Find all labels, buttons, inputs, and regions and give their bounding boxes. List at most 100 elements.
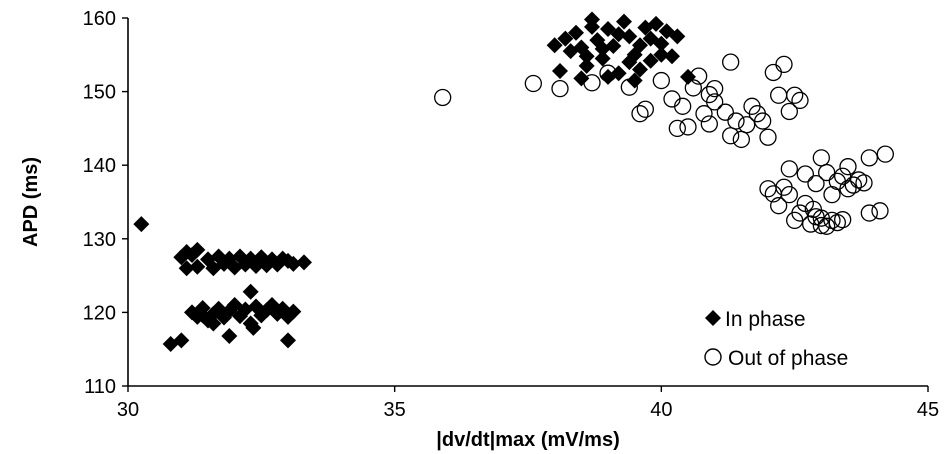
in-phase-point [578,48,595,65]
out-of-phase-point [690,67,708,85]
data-markers [133,11,894,353]
out-of-phase-point [754,112,772,130]
out-of-phase-point [663,90,681,108]
in-phase-point [280,332,296,349]
x-tick-label: 35 [384,399,406,421]
x-axis-title: |dv/dt|max (mV/ms) [436,429,619,451]
out-of-phase-point [770,197,788,215]
in-phase-point [632,61,648,78]
in-phase-point [648,15,664,32]
in-phase-point [557,30,574,47]
out-of-phase-point [631,105,649,123]
in-phase-point [189,241,206,258]
out-of-phase-point [716,103,734,121]
out-of-phase-point [759,128,777,146]
in-phase-point [653,35,670,52]
out-of-phase-point [695,105,713,123]
out-of-phase-point [839,158,857,176]
out-of-phase-point [722,53,740,71]
out-of-phase-point [722,127,740,145]
legend-diamond-icon [705,310,721,326]
out-of-phase-point [860,204,878,222]
legend-circle-icon [704,348,722,366]
out-of-phase-point [812,149,830,167]
in-phase-point [173,332,190,349]
y-tick-label: 110 [84,376,116,398]
out-of-phase-point [828,213,846,232]
out-of-phase-point [871,202,889,220]
in-phase-point [194,307,211,324]
x-axis-ticks: 30 35 40 45 [117,386,939,421]
in-phase-point [205,315,222,332]
out-of-phase-point [706,80,724,98]
in-phase-point [621,28,638,45]
x-tick-label: 45 [917,399,939,421]
x-tick-label: 30 [117,399,139,421]
out-of-phase-point [770,86,788,104]
out-of-phase-point [860,149,878,167]
legend-label-out-of-phase: Out of phase [728,347,848,370]
in-phase-point [189,258,206,275]
in-phase-point [664,48,680,65]
out-of-phase-point [786,86,804,104]
y-tick-label: 150 [83,82,116,104]
in-phase-point [669,28,686,45]
y-tick-label: 120 [83,302,116,324]
out-of-phase-point [855,174,873,192]
in-phase-point [552,62,568,79]
in-phase-point [178,260,195,277]
in-phase-point [600,68,616,85]
in-phase-point [296,254,312,271]
out-of-phase-point [706,93,724,111]
out-of-phase-point [780,185,798,204]
out-of-phase-point [780,160,798,178]
y-axis-ticks: 110 120 130 140 150 160 [83,8,128,398]
out-of-phase-point [834,211,852,229]
out-of-phase-point [876,145,894,163]
in-phase-point [546,37,563,54]
out-of-phase-point [679,118,697,136]
out-of-phase-point [807,174,825,193]
out-of-phase-point [583,74,601,92]
out-of-phase-point [738,116,756,134]
x-tick-label: 40 [650,399,672,421]
in-phase-point [285,255,302,272]
out-of-phase-point [551,80,569,98]
out-of-phase-point [620,78,638,96]
in-phase-point [653,46,670,63]
y-tick-label: 140 [83,155,116,177]
out-of-phase-point [791,204,809,222]
out-of-phase-point [775,55,793,74]
legend: In phase Out of phase [704,308,848,370]
in-phase-point [221,327,238,344]
out-of-phase-point [780,102,798,121]
out-of-phase-point [818,163,836,182]
in-phase-point [242,283,259,300]
out-of-phase-point [599,64,617,82]
in-phase-point [642,52,659,69]
in-phase-point [632,37,648,54]
out-of-phase-point [636,100,654,118]
out-of-phase-point [652,71,670,90]
legend-item-out-of-phase: Out of phase [704,347,848,370]
out-of-phase-point [732,130,750,149]
in-phase-point [173,249,190,266]
in-phase-point [573,70,590,87]
out-of-phase-point [850,171,868,189]
in-phase-point [568,24,584,41]
in-phase-point [610,26,627,43]
in-phase-point [133,216,150,233]
out-of-phase-point [684,79,702,97]
out-of-phase-point [796,165,814,183]
out-of-phase-point [764,63,782,82]
in-phase-point [584,18,600,35]
legend-label-in-phase: In phase [725,308,806,331]
in-phase-point [245,319,262,336]
y-tick-label: 160 [83,8,116,30]
out-of-phase-point [727,112,745,130]
out-of-phase-point [674,97,692,115]
out-of-phase-point [524,74,542,93]
in-phase-point [621,54,638,71]
in-phase-point [594,40,611,57]
